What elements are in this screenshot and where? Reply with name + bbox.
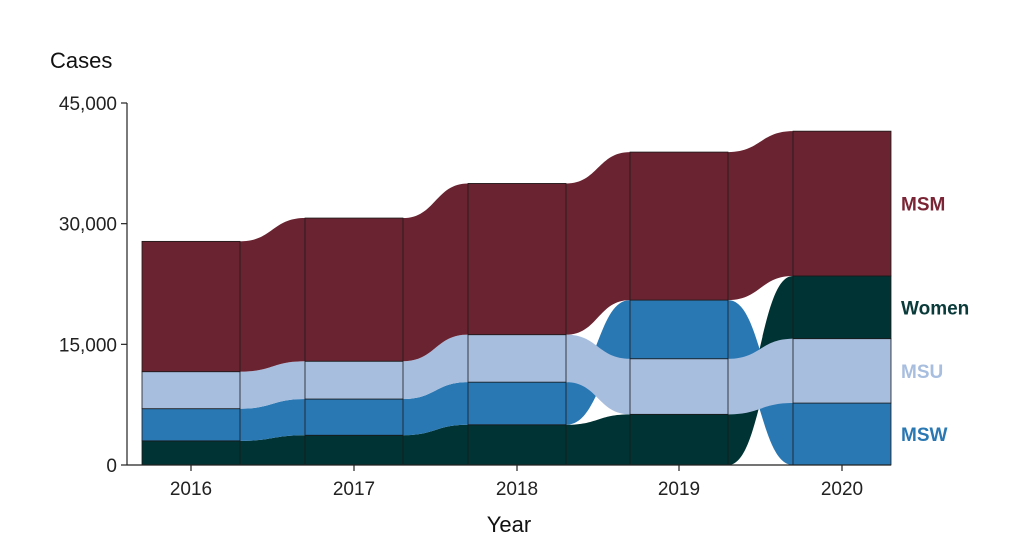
bar-women-2016 xyxy=(141,440,241,466)
flow-msu-2016-2017 xyxy=(240,361,305,409)
bars-layer xyxy=(141,130,892,466)
series-label-women: Women xyxy=(901,298,969,319)
bar-msu-2020 xyxy=(792,338,892,404)
x-tick-label: 2019 xyxy=(658,479,700,500)
y-tick-label: 15,000 xyxy=(59,335,117,356)
bar-msu-2017 xyxy=(304,360,404,400)
bar-msw-2019 xyxy=(629,299,729,360)
flows-layer xyxy=(240,131,793,465)
bar-msu-2019 xyxy=(629,358,729,415)
flow-msu-2018-2019 xyxy=(566,334,630,415)
flow-msm-2016-2017 xyxy=(240,218,305,372)
flow-msw-2016-2017 xyxy=(240,399,305,441)
y-tick-label: 0 xyxy=(106,456,117,477)
bar-women-2017 xyxy=(304,434,404,466)
flow-women-2018-2019 xyxy=(566,414,630,465)
bar-women-2019 xyxy=(629,413,729,466)
series-label-msw: MSW xyxy=(901,425,948,446)
x-tick-label: 2016 xyxy=(170,479,212,500)
x-axis-title: Year xyxy=(487,512,531,534)
y-tick-label: 30,000 xyxy=(59,215,117,236)
flow-msm-2019-2020 xyxy=(728,131,793,301)
x-tick-label: 2017 xyxy=(333,479,375,500)
bar-msm-2017 xyxy=(304,217,404,362)
bar-msu-2018 xyxy=(467,334,567,383)
x-tick-label: 2020 xyxy=(821,479,863,500)
bar-msm-2019 xyxy=(629,151,729,301)
bar-women-2018 xyxy=(467,424,567,466)
flow-msm-2018-2019 xyxy=(566,152,630,335)
bar-msm-2018 xyxy=(467,183,567,336)
bar-msm-2020 xyxy=(792,130,892,277)
flow-msu-2019-2020 xyxy=(728,338,793,415)
bar-msm-2016 xyxy=(141,240,241,373)
bar-msw-2016 xyxy=(141,408,241,442)
bar-msw-2020 xyxy=(792,402,892,466)
y-tick-label: 45,000 xyxy=(59,94,117,115)
series-label-msu: MSU xyxy=(901,362,943,383)
bar-msw-2017 xyxy=(304,398,404,436)
flow-women-2016-2017 xyxy=(240,435,305,465)
flow-msu-2017-2018 xyxy=(403,334,468,400)
x-tick-label: 2018 xyxy=(496,479,538,500)
series-label-msm: MSM xyxy=(901,195,945,216)
labels-layer: MSM Women MSU MSW xyxy=(901,195,969,446)
bar-women-2020 xyxy=(792,275,892,340)
y-axis-title: Cases xyxy=(50,48,112,73)
bar-msw-2018 xyxy=(467,381,567,426)
axes-layer: 0 15,000 30,000 45,000 2016 2017 2018 2019 2020 xyxy=(59,94,891,500)
flow-women-2017-2018 xyxy=(403,424,468,465)
flow-msw-2017-2018 xyxy=(403,382,468,436)
bar-msu-2016 xyxy=(141,371,241,410)
flow-msm-2017-2018 xyxy=(403,183,468,362)
